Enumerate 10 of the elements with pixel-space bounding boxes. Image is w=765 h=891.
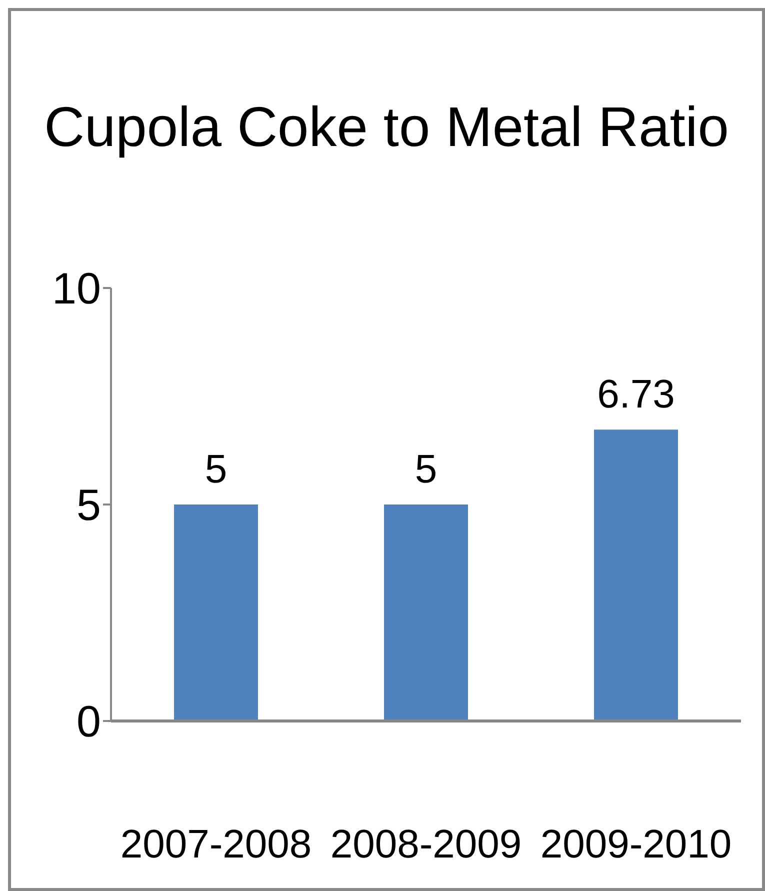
data-label: 6.73 bbox=[597, 372, 675, 417]
chart-title: Cupola Coke to Metal Ratio bbox=[43, 94, 730, 160]
x-tick-label: 2008-2009 bbox=[330, 822, 522, 866]
y-tick-label: 5 bbox=[76, 481, 101, 530]
y-tick-label: 0 bbox=[76, 698, 101, 747]
x-tick-label: 2009-2010 bbox=[540, 822, 732, 866]
x-tick-label: 2007-2008 bbox=[120, 822, 312, 866]
data-label: 5 bbox=[204, 448, 228, 492]
data-label: 5 bbox=[414, 448, 438, 492]
y-tick-label: 10 bbox=[52, 264, 101, 314]
